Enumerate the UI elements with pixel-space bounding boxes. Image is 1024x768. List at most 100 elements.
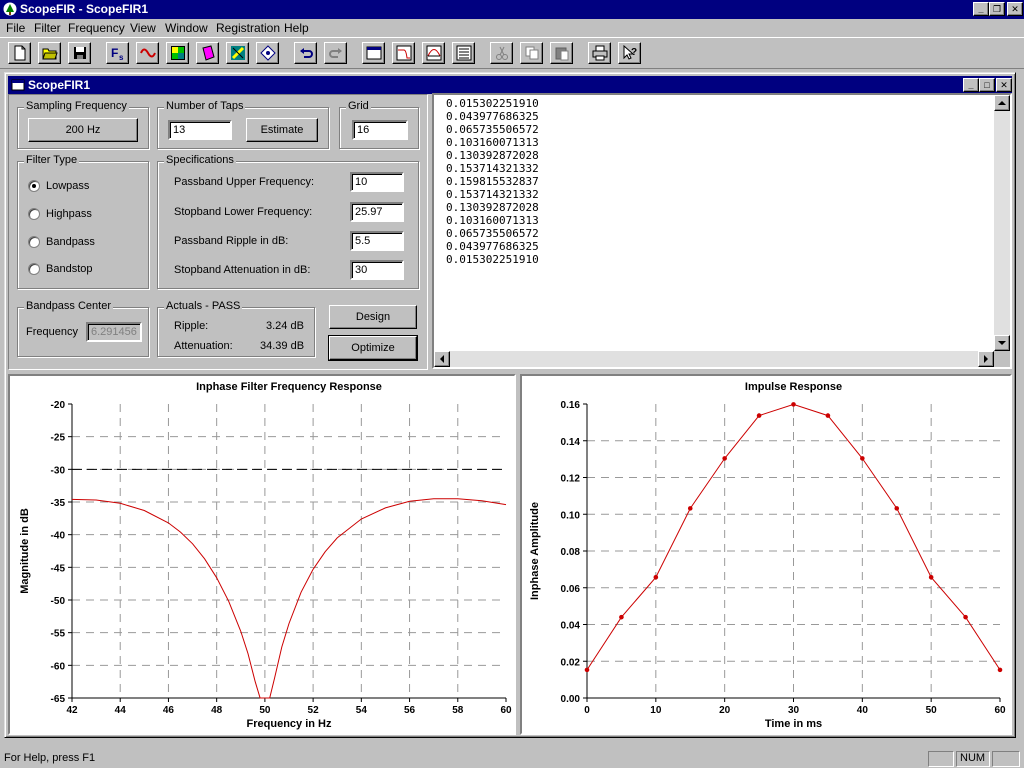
lowpass-label[interactable]: Lowpass	[46, 180, 90, 192]
child-title: ScopeFIR1	[28, 78, 91, 92]
coefficient-line[interactable]: 0.153714321332	[446, 188, 539, 201]
radio-bandstop[interactable]	[28, 263, 40, 275]
grid-input[interactable]: 16	[352, 120, 408, 140]
child-minimize-button[interactable]: _	[963, 78, 979, 92]
redo-button[interactable]	[324, 42, 347, 64]
grid-color-button[interactable]	[166, 42, 189, 64]
optimize-button[interactable]: Optimize	[328, 335, 418, 361]
x-tick-label: 50	[926, 705, 938, 716]
child-close-button[interactable]: ✕	[996, 78, 1012, 92]
impulse-response-chart-panel: Impulse Response 0 10 20 30 40 50 60 0.16 0.14 0.1…	[520, 374, 1012, 735]
grid-group: Grid 16	[339, 100, 419, 149]
data-point	[687, 506, 693, 511]
y-tick-label: 0.14	[561, 437, 581, 448]
coefficient-line[interactable]: 0.015302251910	[446, 253, 539, 266]
coefficient-line[interactable]: 0.103160071313	[446, 214, 539, 227]
impulse-response-button[interactable]	[422, 42, 445, 64]
sampling-frequency-button[interactable]: 200 Hz	[28, 118, 138, 142]
coefficient-line[interactable]: 0.103160071313	[446, 136, 539, 149]
x-tick-label: 58	[452, 705, 464, 716]
coefficient-line[interactable]: 0.159815532837	[446, 175, 539, 188]
data-point	[584, 667, 590, 673]
close-button[interactable]: ✕	[1007, 2, 1023, 16]
pencil-button[interactable]	[226, 42, 249, 64]
scroll-left-button[interactable]	[434, 351, 450, 367]
scissors-icon	[496, 46, 508, 60]
coefficients-listbox[interactable]: 0.015302251910 0.043977686325 0.0657355065…	[432, 93, 1012, 369]
app-tree-icon[interactable]	[3, 2, 17, 16]
coefficient-line[interactable]: 0.065735506572	[446, 227, 539, 240]
y-tick-label: 0.00	[561, 694, 581, 705]
coefficient-line[interactable]: 0.130392872028	[446, 149, 539, 162]
number-of-taps-input[interactable]: 13	[168, 120, 232, 140]
undo-button[interactable]	[294, 42, 317, 64]
specifications-label: Specifications	[164, 154, 236, 166]
child-title-bar[interactable]: ScopeFIR1 _ □ ✕	[8, 76, 1012, 94]
bandpass-label[interactable]: Bandpass	[46, 236, 95, 248]
design-button[interactable]: Design	[329, 305, 417, 329]
view-window-button[interactable]	[362, 42, 385, 64]
save-button[interactable]	[68, 42, 91, 64]
scroll-right-button[interactable]	[978, 351, 994, 367]
minimize-button[interactable]: _	[973, 2, 989, 16]
coefficient-line[interactable]: 0.130392872028	[446, 201, 539, 214]
child-maximize-button[interactable]: □	[979, 78, 995, 92]
diamond-button[interactable]	[256, 42, 279, 64]
bandstop-label[interactable]: Bandstop	[46, 263, 93, 275]
print-button[interactable]	[588, 42, 611, 64]
stopband-attenuation-input[interactable]: 30	[350, 260, 404, 280]
book-button[interactable]	[196, 42, 219, 64]
passband-ripple-input[interactable]: 5.5	[350, 231, 404, 251]
open-button[interactable]	[38, 42, 61, 64]
paste-button[interactable]	[550, 42, 573, 64]
menu-window[interactable]: Window	[165, 21, 208, 35]
passband-upper-label: Passband Upper Frequency:	[174, 176, 315, 188]
scroll-up-button[interactable]	[994, 95, 1010, 111]
highpass-label[interactable]: Highpass	[46, 208, 92, 220]
coefficient-line[interactable]: 0.015302251910	[446, 97, 539, 110]
coefficient-line[interactable]: 0.153714321332	[446, 162, 539, 175]
app-title-bar[interactable]: ScopeFIR - ScopeFIR1 _ ❐ ✕	[0, 0, 1024, 19]
cut-button[interactable]	[490, 42, 513, 64]
stopband-lower-input[interactable]: 25.97	[350, 202, 404, 222]
undo-icon	[300, 48, 313, 58]
passband-upper-input[interactable]: 10	[350, 172, 404, 192]
sine-button[interactable]	[136, 42, 159, 64]
y-tick-label: -35	[51, 498, 66, 509]
x-tick-label: 42	[66, 705, 78, 716]
child-window-icon[interactable]	[11, 78, 25, 92]
vertical-scrollbar[interactable]	[994, 95, 1010, 351]
arrow-down-icon	[998, 341, 1006, 345]
coefficient-line[interactable]: 0.043977686325	[446, 240, 539, 253]
menu-registration[interactable]: Registration	[216, 21, 281, 35]
y-tick-label: 0.06	[561, 584, 581, 595]
estimate-button[interactable]: Estimate	[246, 118, 318, 142]
status-help-text: For Help, press F1	[4, 752, 96, 764]
bandpass-center-label: Bandpass Center	[24, 300, 113, 312]
radio-highpass[interactable]	[28, 208, 40, 220]
new-button[interactable]	[8, 42, 31, 64]
coefficients-button[interactable]	[452, 42, 475, 64]
context-help-button[interactable]: ?	[618, 42, 641, 64]
menu-frequency[interactable]: Frequency	[68, 21, 125, 35]
frequency-response-button[interactable]	[392, 42, 415, 64]
coefficient-line[interactable]: 0.043977686325	[446, 110, 539, 123]
copy-button[interactable]	[520, 42, 543, 64]
radio-lowpass[interactable]	[28, 180, 40, 192]
data-point	[825, 413, 831, 418]
radio-bandpass[interactable]	[28, 236, 40, 248]
attenuation-value: 34.39 dB	[260, 340, 305, 352]
menu-help[interactable]: Help	[284, 21, 309, 35]
coefficient-line[interactable]: 0.065735506572	[446, 123, 539, 136]
restore-button[interactable]: ❐	[989, 2, 1005, 16]
menu-view[interactable]: View	[130, 21, 156, 35]
x-tick-label: 60	[500, 705, 512, 716]
horizontal-scrollbar[interactable]	[434, 351, 994, 367]
menu-file[interactable]: File	[6, 21, 26, 35]
menu-filter[interactable]: Filter	[34, 21, 61, 35]
specifications-group: Specifications Passband Upper Frequency:…	[157, 154, 419, 289]
data-point	[619, 614, 624, 620]
frequency-response-chart-panel: Inphase Filter Frequency Response 42 44 46 4…	[8, 374, 516, 735]
scroll-down-button[interactable]	[994, 335, 1010, 351]
